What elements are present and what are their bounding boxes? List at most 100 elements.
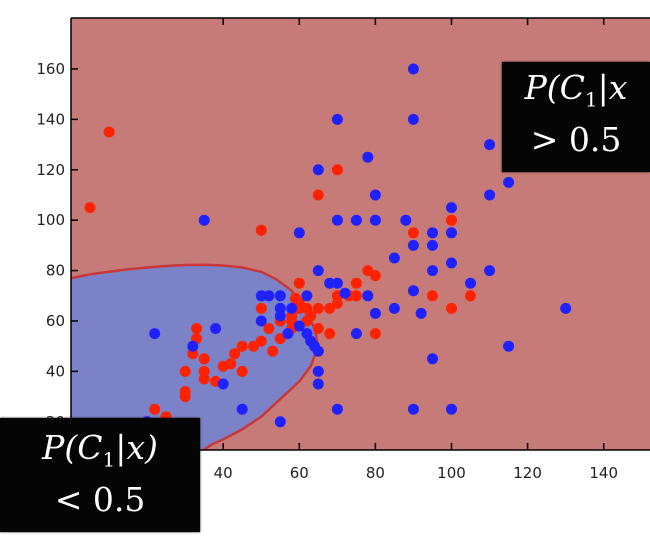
annotation-bottom-prefix: P(C bbox=[42, 428, 103, 467]
blue-point bbox=[301, 290, 313, 302]
red-point bbox=[312, 302, 324, 314]
red-point bbox=[312, 189, 324, 201]
x-tick-label: 100 bbox=[437, 464, 466, 482]
blue-point bbox=[362, 290, 374, 302]
annotation-bottom-threshold: < 0.5 bbox=[54, 479, 146, 519]
y-tick-label: 40 bbox=[46, 362, 65, 380]
red-point bbox=[225, 358, 237, 370]
red-point bbox=[103, 126, 115, 138]
blue-point bbox=[210, 323, 222, 334]
blue-point bbox=[274, 310, 286, 322]
blue-point bbox=[274, 290, 286, 302]
blue-point bbox=[312, 345, 324, 357]
y-tick-label: 120 bbox=[36, 161, 65, 179]
blue-point bbox=[407, 239, 419, 251]
decision-boundary bbox=[70, 263, 320, 451]
blue-point bbox=[312, 164, 324, 176]
x-tick-label: 140 bbox=[589, 464, 618, 482]
blue-point bbox=[255, 290, 267, 302]
blue-point bbox=[331, 113, 343, 125]
blue-point bbox=[407, 403, 419, 415]
blue-point bbox=[388, 302, 400, 314]
red-point bbox=[350, 290, 362, 302]
y-tick-label: 140 bbox=[36, 110, 65, 128]
x-tick-label: 120 bbox=[513, 464, 542, 482]
blue-point bbox=[350, 214, 362, 226]
red-point bbox=[305, 310, 317, 322]
x-tick-label: 40 bbox=[214, 464, 233, 482]
red-point bbox=[446, 214, 457, 226]
red-point bbox=[198, 373, 210, 385]
axis-ticks: 20406080100120140160406080100120140 bbox=[36, 17, 650, 482]
annotation-low-probability: P(C1|x) < 0.5 bbox=[0, 418, 200, 532]
blue-point bbox=[324, 277, 336, 289]
blue-point bbox=[263, 290, 275, 302]
red-point bbox=[331, 164, 343, 176]
blue-point bbox=[369, 214, 381, 226]
red-point bbox=[149, 403, 161, 415]
red-point bbox=[324, 328, 336, 340]
y-tick-label: 100 bbox=[36, 211, 65, 229]
blue-point bbox=[484, 189, 496, 201]
red-point bbox=[179, 365, 191, 377]
red-point bbox=[465, 290, 476, 302]
blue-point bbox=[446, 227, 457, 239]
blue-point bbox=[149, 328, 161, 340]
blue-point bbox=[350, 328, 362, 340]
blue-point bbox=[255, 315, 267, 327]
blue-point bbox=[427, 353, 438, 365]
blue-point bbox=[312, 265, 324, 277]
blue-point bbox=[560, 302, 572, 314]
red-point bbox=[293, 277, 305, 289]
blue-point bbox=[400, 214, 412, 226]
red-point bbox=[267, 345, 279, 357]
red-point bbox=[293, 302, 305, 314]
blue-point bbox=[331, 214, 343, 226]
blue-point bbox=[293, 320, 305, 332]
x-tick-label: 80 bbox=[366, 464, 385, 482]
blue-point bbox=[286, 302, 298, 314]
blue-point bbox=[407, 285, 419, 297]
blue-point bbox=[446, 403, 457, 415]
blue-point bbox=[446, 202, 457, 214]
blue-point bbox=[427, 227, 438, 239]
red-point bbox=[369, 328, 381, 340]
annotation-top-threshold: > 0.5 bbox=[530, 119, 622, 159]
blue-point bbox=[407, 113, 419, 125]
blue-point bbox=[484, 139, 496, 151]
red-point bbox=[236, 340, 248, 352]
red-point bbox=[179, 386, 191, 397]
annotation-bottom-suffix: |x) bbox=[115, 428, 158, 467]
red-point bbox=[263, 323, 275, 334]
blue-point bbox=[187, 340, 199, 352]
blue-point bbox=[217, 378, 229, 390]
blue-point bbox=[446, 257, 457, 269]
data-points bbox=[84, 63, 572, 428]
blue-point bbox=[369, 307, 381, 319]
x-tick-label: 60 bbox=[290, 464, 309, 482]
blue-point bbox=[503, 340, 515, 352]
blue-point bbox=[427, 239, 438, 251]
blue-point bbox=[465, 277, 476, 289]
red-point bbox=[236, 365, 248, 377]
annotation-top-suffix: |x bbox=[597, 68, 628, 107]
blue-point bbox=[312, 378, 324, 390]
blue-point bbox=[427, 265, 438, 277]
annotation-bottom-subscript: 1 bbox=[102, 447, 116, 472]
blue-point bbox=[236, 403, 248, 415]
red-point bbox=[229, 348, 241, 360]
blue-point bbox=[388, 252, 400, 264]
red-point bbox=[369, 270, 381, 282]
red-point bbox=[446, 302, 457, 314]
blue-point bbox=[293, 227, 305, 239]
red-point bbox=[198, 353, 210, 365]
red-point bbox=[191, 323, 203, 334]
annotation-top-prefix: P(C bbox=[524, 68, 585, 107]
blue-point bbox=[362, 151, 374, 163]
y-tick-label: 80 bbox=[46, 262, 65, 280]
red-point bbox=[84, 202, 96, 214]
blue-point bbox=[484, 265, 496, 277]
red-point bbox=[255, 302, 267, 314]
red-point bbox=[255, 335, 267, 347]
red-point bbox=[407, 227, 419, 239]
